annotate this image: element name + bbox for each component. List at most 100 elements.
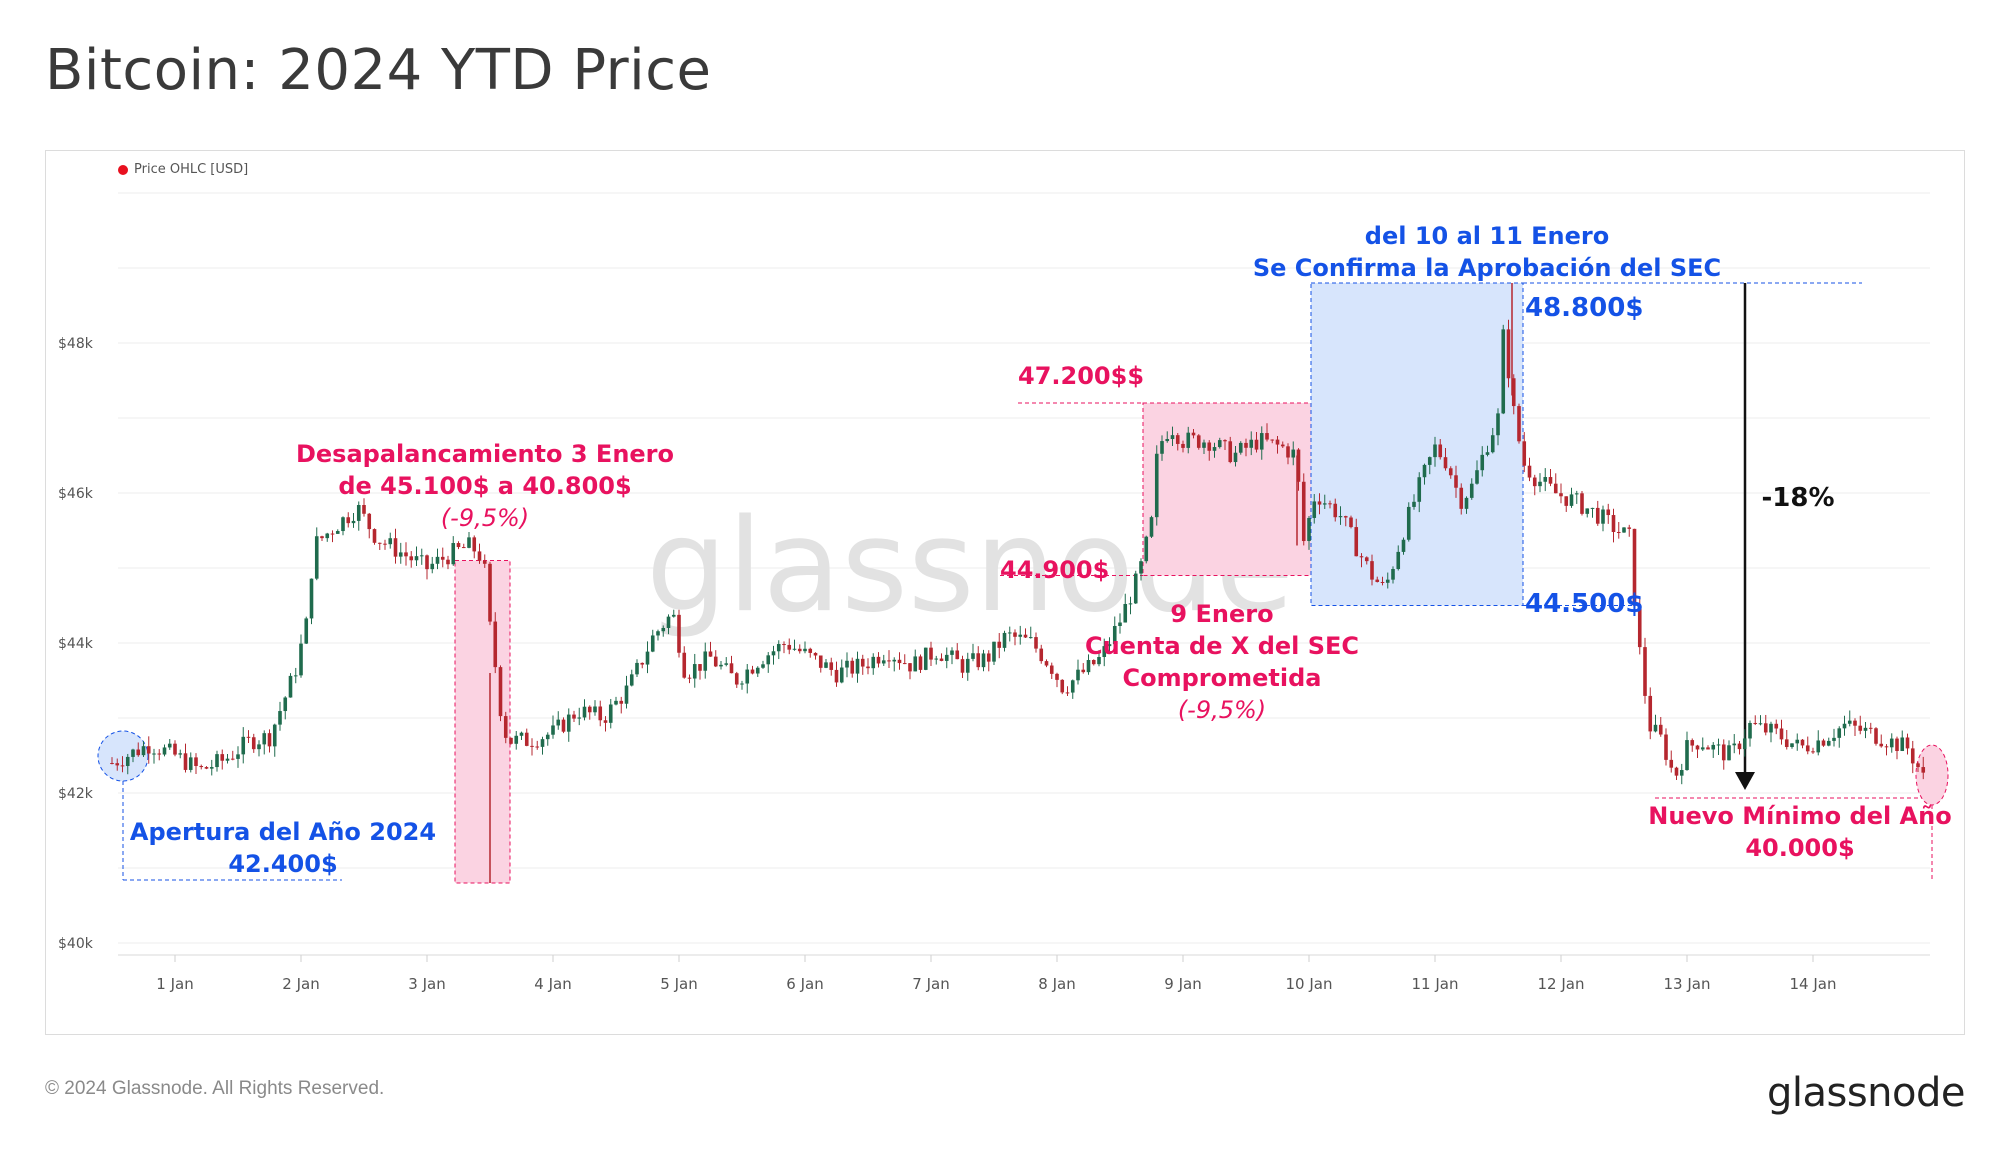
candle-body xyxy=(950,650,954,655)
candle-body xyxy=(787,644,792,650)
glassnode-logo[interactable]: glassnode xyxy=(1766,1070,1966,1116)
candle-body xyxy=(1359,556,1364,558)
candle-body xyxy=(1275,439,1280,445)
candle xyxy=(1716,738,1721,756)
candle-body xyxy=(608,704,613,723)
candle xyxy=(561,717,566,734)
candle xyxy=(1674,766,1679,781)
candle xyxy=(1097,650,1101,667)
candle-body xyxy=(981,653,986,668)
candle xyxy=(304,616,309,645)
candle xyxy=(1527,457,1532,482)
candle xyxy=(1128,596,1133,615)
candle-body xyxy=(1853,720,1857,726)
candle xyxy=(367,512,372,539)
candle xyxy=(199,764,204,770)
candle xyxy=(1711,742,1716,758)
candle xyxy=(535,740,540,750)
candle-body xyxy=(451,543,456,565)
candle-body xyxy=(1233,452,1238,463)
candle-body xyxy=(1490,435,1495,453)
candle xyxy=(1112,616,1117,652)
candle xyxy=(1742,729,1747,757)
etf-zone xyxy=(1310,282,1524,606)
candle-body xyxy=(246,736,251,738)
candle xyxy=(446,555,450,570)
candle-body xyxy=(698,664,702,671)
candle xyxy=(593,700,597,716)
candle xyxy=(750,665,755,675)
candle-body xyxy=(1884,746,1889,748)
candle-body xyxy=(1690,740,1695,746)
candle xyxy=(1569,487,1574,508)
candle xyxy=(1202,439,1206,455)
drop-arrow-head xyxy=(1735,772,1755,790)
y-tick-label: $42k xyxy=(58,786,94,802)
candle xyxy=(1406,502,1411,542)
candle xyxy=(236,746,240,768)
candle-body xyxy=(902,663,907,665)
newlow-label-line1: Nuevo Mínimo del Año xyxy=(1648,802,1951,830)
candle-body xyxy=(304,618,309,644)
candle-body xyxy=(1170,435,1175,440)
candle-body xyxy=(110,763,114,764)
candle-body xyxy=(241,736,246,755)
candle xyxy=(1664,728,1668,766)
candle xyxy=(776,640,781,660)
candle-body xyxy=(1018,634,1023,637)
candle xyxy=(1102,638,1107,667)
candle-body xyxy=(1091,660,1096,665)
hack-zone xyxy=(1142,402,1312,576)
candle-body xyxy=(1679,770,1684,776)
candle xyxy=(1055,672,1059,688)
candle xyxy=(131,748,135,763)
chart-legend[interactable]: Price OHLC [USD] xyxy=(118,162,248,177)
candle xyxy=(1280,441,1285,448)
candle xyxy=(1511,374,1516,415)
candle xyxy=(1333,498,1338,522)
candle-body xyxy=(771,651,776,656)
candle-body xyxy=(503,716,508,738)
candle xyxy=(771,645,776,665)
candle xyxy=(1039,644,1044,664)
candle xyxy=(488,561,492,626)
candle xyxy=(1821,738,1826,747)
candle xyxy=(398,542,403,564)
candle-body xyxy=(635,662,639,675)
candle-body xyxy=(776,644,781,652)
candle xyxy=(1532,474,1537,496)
candle xyxy=(1233,445,1238,467)
candle-body xyxy=(1816,740,1821,753)
candle xyxy=(1895,736,1899,760)
candle xyxy=(272,723,277,757)
candle xyxy=(1165,431,1170,443)
candle xyxy=(1622,527,1626,533)
candle-body xyxy=(167,743,172,748)
candle xyxy=(624,675,629,709)
candle xyxy=(414,546,419,566)
y-tick-label: $48k xyxy=(58,336,94,352)
candle-body xyxy=(1826,740,1831,746)
candle xyxy=(435,548,440,570)
newlow-label-line2: 40.000$ xyxy=(1745,834,1854,862)
candle-body xyxy=(1118,622,1122,627)
candle xyxy=(1879,734,1884,748)
candle-body xyxy=(1322,503,1327,505)
candle xyxy=(1553,473,1558,494)
candle xyxy=(1044,659,1049,668)
candle-body xyxy=(372,529,377,543)
candle xyxy=(1611,508,1616,543)
candle xyxy=(708,641,713,657)
candle xyxy=(666,614,671,635)
x-tick-label: 14 Jan xyxy=(1790,975,1837,993)
candle-body xyxy=(1412,501,1416,507)
candle xyxy=(393,528,398,564)
candle-body xyxy=(577,717,582,719)
candle xyxy=(661,625,666,637)
candle-body xyxy=(713,656,718,667)
candle xyxy=(1669,750,1674,773)
candle xyxy=(110,757,114,765)
candle-body xyxy=(1506,329,1511,379)
candle-body xyxy=(556,719,561,726)
